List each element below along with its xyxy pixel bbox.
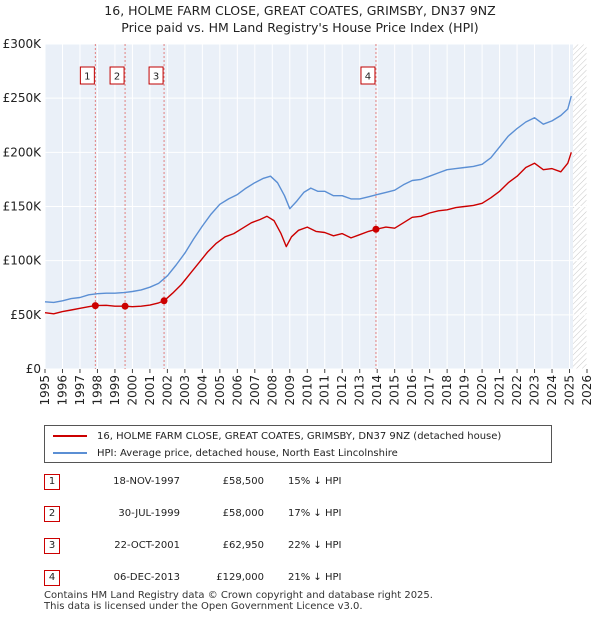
- transaction-price: £62,950: [222, 540, 264, 551]
- transaction-point: [372, 225, 380, 233]
- marker-box: [148, 66, 164, 85]
- transaction-point: [160, 297, 168, 305]
- transaction-badge: 1: [44, 474, 60, 490]
- transaction-badge: 4: [44, 570, 60, 586]
- chart-title: 16, HOLME FARM CLOSE, GREAT COATES, GRIM…: [104, 3, 495, 18]
- transaction-badge: 3: [44, 538, 60, 554]
- legend-swatch-hpi: [53, 452, 87, 454]
- transaction-marker: 2: [109, 66, 125, 85]
- legend-label-property: 16, HOLME FARM CLOSE, GREAT COATES, GRIM…: [97, 430, 502, 442]
- transaction-price: £129,000: [216, 572, 264, 583]
- table-row: 1 18-NOV-1997 £58,500 15% ↓ HPI: [44, 474, 444, 492]
- transaction-badge: 2: [44, 506, 60, 522]
- transaction-price: £58,000: [222, 508, 264, 519]
- x-tick-label: 2020: [475, 375, 489, 406]
- legend-label-hpi: HPI: Average price, detached house, Nort…: [97, 447, 398, 459]
- transaction-date: 22-OCT-2001: [114, 540, 180, 551]
- x-tick-label: 2002: [160, 375, 174, 406]
- x-tick-label: 2021: [493, 375, 507, 406]
- marker-box: [79, 66, 95, 85]
- y-tick-label: £50K: [10, 308, 42, 322]
- x-tick-label: 2025: [563, 375, 577, 406]
- y-tick-label: £200K: [3, 145, 43, 159]
- x-tick-label: 1999: [108, 375, 122, 406]
- x-tick-label: 2005: [213, 375, 227, 406]
- transaction-hpi: 17% ↓ HPI: [288, 508, 342, 519]
- x-tick-label: 2019: [458, 375, 472, 406]
- marker-label: 3: [153, 72, 159, 83]
- x-tick-label: 2012: [335, 375, 349, 406]
- x-tick-label: 2022: [510, 375, 524, 406]
- y-tick-label: £250K: [3, 91, 43, 105]
- transaction-price: £58,500: [222, 476, 264, 487]
- marker-label: 2: [114, 72, 120, 83]
- transaction-hpi: 15% ↓ HPI: [288, 476, 342, 487]
- x-tick-label: 2014: [370, 375, 384, 406]
- transaction-hpi: 22% ↓ HPI: [288, 540, 342, 551]
- x-tick-label: 2006: [230, 375, 244, 406]
- transaction-point: [91, 302, 99, 310]
- x-tick-label: 2008: [265, 375, 279, 406]
- y-tick-label: £300K: [3, 37, 43, 51]
- legend-item-hpi: HPI: Average price, detached house, Nort…: [53, 445, 398, 461]
- x-tick-label: 2017: [423, 375, 437, 406]
- transaction-marker: 3: [148, 66, 164, 85]
- series-line-property: [44, 152, 572, 315]
- x-tick-label: 2015: [388, 375, 402, 406]
- x-tick-label: 2007: [248, 375, 262, 406]
- x-tick-label: 2023: [528, 375, 542, 406]
- x-tick-label: 1996: [55, 375, 69, 406]
- footer: Contains HM Land Registry data © Crown c…: [44, 590, 433, 612]
- chart-subtitle: Price paid vs. HM Land Registry's House …: [121, 20, 478, 35]
- x-tick-label: 1998: [90, 375, 104, 406]
- x-tick-label: 2009: [283, 375, 297, 406]
- marker-label: 4: [365, 72, 371, 83]
- table-row: 2 30-JUL-1999 £58,000 17% ↓ HPI: [44, 506, 444, 524]
- series-line-hpi: [44, 95, 572, 304]
- x-tick-label: 1995: [38, 375, 52, 406]
- y-tick-label: £0: [26, 362, 41, 376]
- x-tick-label: 1997: [73, 375, 87, 406]
- table-row: 3 22-OCT-2001 £62,950 22% ↓ HPI: [44, 538, 444, 556]
- chart: 16, HOLME FARM CLOSE, GREAT COATES, GRIM…: [3, 3, 594, 406]
- x-tick-label: 2000: [125, 375, 139, 406]
- x-tick-label: 2004: [195, 375, 209, 406]
- x-tick-label: 2026: [580, 375, 594, 406]
- transaction-date: 30-JUL-1999: [118, 508, 180, 519]
- x-tick-label: 2003: [178, 375, 192, 406]
- table-row: 4 06-DEC-2013 £129,000 21% ↓ HPI: [44, 570, 444, 588]
- footer-licence: This data is licensed under the Open Gov…: [44, 601, 363, 612]
- transaction-date: 06-DEC-2013: [113, 572, 180, 583]
- x-tick-label: 2018: [440, 375, 454, 406]
- marker-label: 1: [84, 72, 90, 83]
- legend: 16, HOLME FARM CLOSE, GREAT COATES, GRIM…: [44, 425, 552, 463]
- legend-item-property: 16, HOLME FARM CLOSE, GREAT COATES, GRIM…: [53, 428, 501, 444]
- footer-copyright: Contains HM Land Registry data © Crown c…: [44, 590, 433, 601]
- y-tick-label: £100K: [3, 254, 43, 268]
- x-tick-label: 2024: [545, 375, 559, 406]
- transaction-marker: 4: [360, 66, 376, 85]
- x-tick-label: 2013: [353, 375, 367, 406]
- legend-swatch-property: [53, 435, 87, 437]
- x-tick-label: 2010: [300, 375, 314, 406]
- y-tick-label: £150K: [3, 200, 43, 214]
- marker-box: [360, 66, 376, 85]
- x-tick-label: 2011: [318, 375, 332, 406]
- marker-box: [109, 66, 125, 85]
- x-tick-label: 2016: [405, 375, 419, 406]
- transaction-date: 18-NOV-1997: [113, 476, 180, 487]
- x-tick-label: 2001: [143, 375, 157, 406]
- transaction-point: [121, 302, 129, 310]
- transaction-marker: 1: [79, 66, 95, 85]
- transaction-hpi: 21% ↓ HPI: [288, 572, 342, 583]
